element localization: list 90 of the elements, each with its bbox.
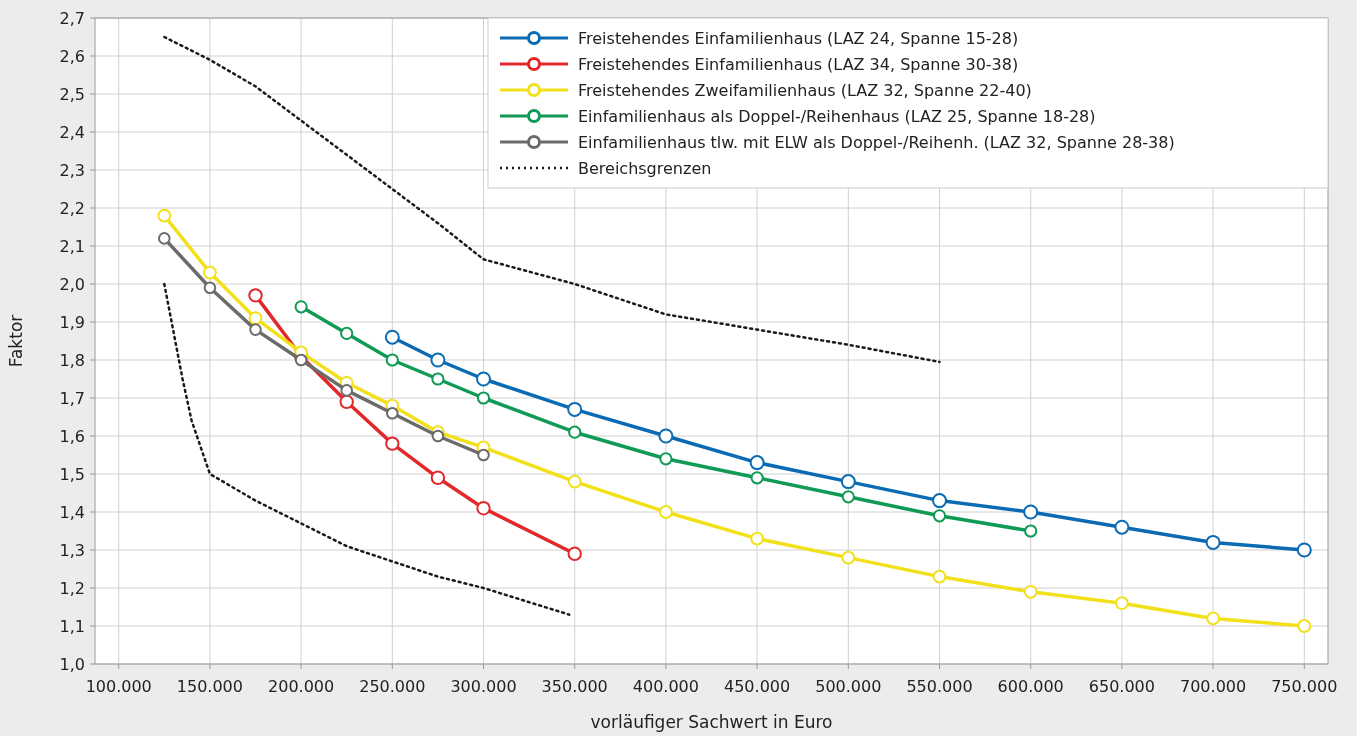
y-tick-label: 1,2 — [59, 578, 85, 598]
x-tick-label: 750.000 — [1271, 677, 1338, 696]
legend-label: Einfamilienhaus als Doppel-/Reihenhaus (LAZ 25, Spanne 18-28) — [578, 106, 1096, 126]
x-tick-label: 400.000 — [632, 677, 699, 696]
legend-label: Freistehendes Einfamilienhaus (LAZ 34, Spanne 30-38) — [578, 54, 1019, 74]
y-tick-label: 2,2 — [59, 198, 85, 218]
point — [384, 329, 400, 345]
point — [203, 281, 217, 295]
y-tick-label: 1,9 — [59, 312, 85, 332]
point — [477, 448, 490, 462]
point — [840, 474, 856, 490]
point — [1114, 519, 1130, 535]
x-tick-label: 600.000 — [997, 677, 1064, 696]
point — [567, 546, 582, 561]
y-tick-label: 2,5 — [59, 84, 85, 104]
point — [158, 232, 171, 245]
point — [659, 505, 673, 519]
y-tick-label: 1,3 — [59, 540, 85, 560]
legend-label: Bereichsgrenzen — [578, 158, 712, 178]
y-tick-label: 1,5 — [59, 464, 85, 484]
x-axis-title: vorläufiger Sachwert in Euro — [590, 712, 833, 732]
y-tick-label: 1,8 — [59, 350, 85, 370]
point — [430, 352, 446, 368]
point — [568, 425, 582, 439]
y-tick-label: 1,0 — [59, 654, 85, 674]
point — [339, 394, 354, 409]
point — [567, 474, 582, 489]
point — [1206, 611, 1220, 626]
point — [203, 265, 217, 280]
point — [248, 311, 263, 326]
point — [157, 208, 172, 223]
point — [340, 384, 354, 397]
y-tick-label: 2,0 — [59, 274, 85, 294]
point — [1114, 596, 1129, 611]
point — [340, 326, 354, 340]
y-tick-label: 1,4 — [59, 502, 85, 522]
legend-label: Freistehendes Zweifamilienhaus (LAZ 32, Spanne 22-40) — [578, 80, 1032, 100]
y-tick-label: 1,6 — [59, 426, 85, 446]
point — [750, 471, 764, 485]
point — [476, 501, 491, 516]
y-tick-label: 2,7 — [59, 8, 85, 28]
point — [1023, 504, 1039, 520]
x-tick-label: 450.000 — [724, 677, 791, 696]
point — [385, 436, 400, 451]
x-tick-label: 200.000 — [268, 677, 335, 696]
point — [750, 531, 764, 546]
x-tick-label: 150.000 — [176, 677, 243, 696]
point — [1297, 619, 1312, 633]
point — [932, 569, 947, 584]
x-tick-label: 650.000 — [1088, 677, 1155, 696]
x-tick-label: 550.000 — [906, 677, 973, 696]
point — [567, 401, 583, 417]
y-axis-title: Faktor — [6, 314, 26, 368]
y-tick-label: 2,1 — [59, 236, 85, 256]
point — [476, 371, 491, 387]
point — [659, 452, 673, 466]
x-tick-label: 100.000 — [85, 677, 152, 696]
point — [932, 493, 947, 509]
point — [431, 372, 445, 386]
y-tick-label: 1,1 — [59, 616, 85, 636]
y-tick-label: 2,4 — [59, 122, 85, 142]
x-tick-label: 500.000 — [815, 677, 882, 696]
y-tick-label: 2,6 — [59, 46, 85, 66]
point — [294, 300, 308, 314]
x-tick-label: 250.000 — [359, 677, 426, 696]
line-series — [163, 282, 571, 616]
point — [1205, 534, 1221, 550]
point — [249, 323, 262, 336]
point — [385, 353, 399, 367]
point — [430, 470, 446, 485]
point — [932, 509, 947, 523]
y-tick-label: 1,7 — [59, 388, 85, 408]
x-tick-label: 350.000 — [541, 677, 608, 696]
point — [1023, 584, 1038, 599]
point — [1296, 542, 1312, 558]
y-tick-label: 2,3 — [59, 160, 85, 180]
legend-label: Freistehendes Einfamilienhaus (LAZ 24, Spanne 15-28) — [578, 28, 1019, 48]
point — [386, 406, 399, 420]
point — [658, 428, 674, 444]
x-tick-label: 300.000 — [450, 677, 517, 696]
legend-label: Einfamilienhaus tlw. mit ELW als Doppel-/Reihenh. (LAZ 32, Spanne 28-38) — [578, 132, 1175, 152]
x-tick-label: 700.000 — [1180, 677, 1247, 696]
point — [1024, 524, 1038, 538]
point — [749, 455, 765, 471]
point — [248, 288, 263, 303]
point — [294, 353, 308, 367]
point — [841, 550, 856, 565]
point — [841, 490, 855, 504]
point — [431, 429, 445, 443]
point — [476, 391, 491, 405]
